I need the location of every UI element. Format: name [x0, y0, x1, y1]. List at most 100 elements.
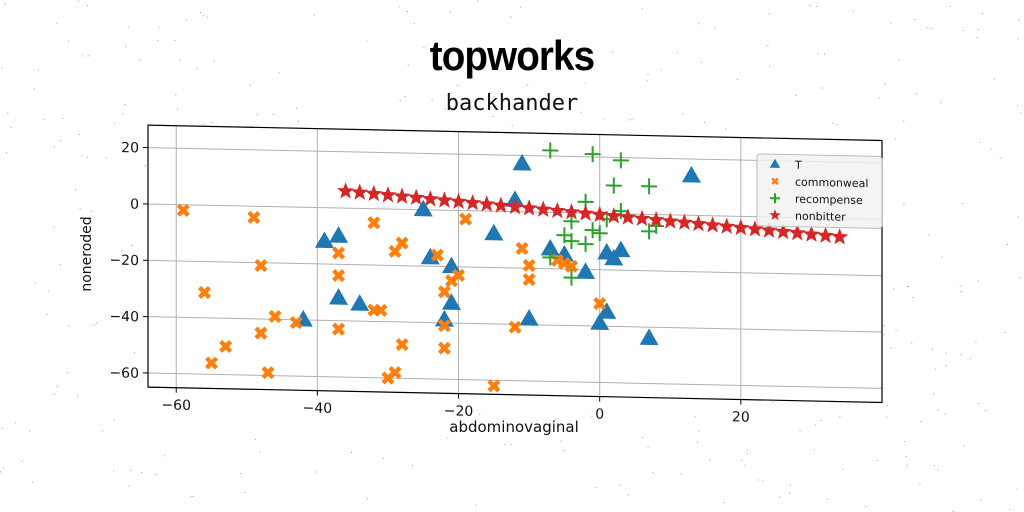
data-point — [329, 288, 349, 305]
noise-dot — [158, 27, 160, 29]
noise-dot — [903, 203, 905, 205]
noise-dot — [133, 352, 135, 354]
noise-dot — [642, 437, 644, 438]
noise-dot — [865, 506, 867, 507]
noise-dot — [945, 352, 947, 354]
noise-dot — [903, 120, 905, 122]
noise-dot — [1009, 509, 1011, 510]
noise-dot — [979, 141, 981, 143]
data-point — [605, 207, 623, 224]
noise-dot — [145, 165, 146, 167]
noise-dot — [447, 437, 449, 439]
noise-dot — [746, 449, 748, 451]
data-point — [512, 153, 532, 171]
noise-dot — [911, 342, 913, 344]
noise-dot — [602, 398, 604, 400]
data-point — [788, 224, 806, 241]
noise-dot — [175, 94, 177, 96]
noise-dot — [250, 125, 252, 127]
data-point — [379, 186, 397, 203]
legend-label: T — [794, 159, 802, 172]
data-marks — [176, 142, 849, 393]
noise-dot — [447, 102, 449, 104]
noise-dot — [820, 420, 822, 422]
noise-dot — [473, 426, 475, 428]
noise-dot — [272, 114, 274, 116]
y-axis-label: noneroded — [79, 216, 95, 291]
noise-dot — [660, 69, 662, 71]
data-point — [562, 203, 581, 220]
noise-dot — [60, 140, 61, 141]
noise-dot — [185, 19, 187, 21]
noise-dot — [824, 53, 825, 55]
noise-dot — [278, 72, 280, 74]
noise-dot — [177, 108, 179, 110]
noise-dot — [920, 420, 922, 422]
noise-dot — [128, 26, 130, 28]
noise-dot — [475, 504, 477, 506]
noise-dot — [493, 95, 495, 97]
noise-dot — [105, 157, 107, 159]
noise-dot — [915, 93, 917, 95]
data-point — [261, 366, 275, 380]
noise-dot — [477, 0, 479, 2]
noise-dot — [82, 55, 84, 57]
y-tick-label: −60 — [109, 365, 139, 382]
noise-dot — [893, 288, 894, 290]
data-point — [350, 294, 370, 311]
noise-dot — [960, 354, 962, 355]
noise-dot — [970, 358, 972, 360]
data-point — [407, 188, 425, 206]
noise-dot — [700, 61, 702, 63]
data-point — [593, 297, 607, 311]
noise-dot — [423, 46, 425, 48]
data-point — [197, 285, 211, 300]
data-point — [487, 379, 501, 393]
x-tick-label: 20 — [732, 409, 750, 425]
legend-marker — [769, 158, 781, 168]
data-point — [611, 240, 631, 258]
noise-dot — [157, 39, 159, 41]
noise-dot — [554, 419, 556, 421]
noise-dot — [366, 40, 368, 42]
noise-dot — [88, 55, 90, 57]
noise-dot — [725, 128, 727, 130]
data-point — [459, 212, 473, 226]
noise-dot — [504, 443, 506, 445]
noise-dot — [603, 118, 605, 120]
noise-dot — [628, 119, 630, 121]
legend-marker — [771, 177, 779, 185]
noise-dot — [962, 30, 964, 32]
noise-dot — [164, 455, 166, 457]
noise-dot — [93, 324, 95, 326]
noise-dot — [1018, 19, 1020, 21]
noise-dot — [53, 226, 55, 228]
data-point — [746, 220, 764, 237]
data-point — [661, 212, 679, 229]
data-point — [452, 268, 466, 282]
legend-item: recompense — [770, 193, 863, 207]
noise-dot — [259, 451, 261, 453]
noise-dot — [887, 404, 889, 406]
data-point — [522, 272, 536, 287]
noise-dot — [709, 459, 711, 461]
x-axis-label: abdominovaginal — [449, 418, 579, 436]
noise-dot — [141, 472, 143, 473]
data-point — [478, 195, 496, 212]
data-point — [520, 199, 538, 216]
noise-dot — [884, 83, 886, 85]
noise-dot — [510, 443, 512, 445]
noise-dot — [67, 40, 69, 42]
legend-box — [756, 153, 883, 229]
noise-dot — [14, 422, 16, 424]
data-point — [612, 152, 629, 169]
noise-dot — [628, 494, 630, 496]
legend-label: recompense — [795, 193, 863, 207]
plot-background — [148, 125, 882, 403]
noise-dot — [762, 480, 764, 482]
noise-dot — [117, 315, 119, 317]
data-point — [381, 371, 395, 385]
noise-dot — [937, 469, 939, 471]
